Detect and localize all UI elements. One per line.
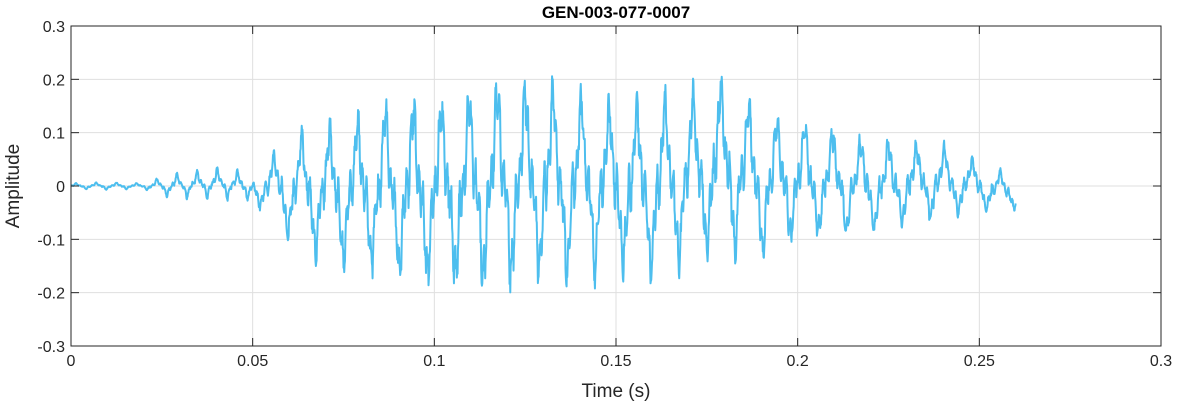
ticks: 0 0.05 0.1 0.15 0.2 0.25 0.3 -0.3 -0.2 -0.1 0 0.1 0.… — [37, 19, 1172, 370]
x-tick-label: 0 — [67, 353, 76, 370]
x-tick-label: 0.25 — [964, 353, 995, 370]
waveform-series-line — [70, 75, 1017, 294]
y-tick-label: 0 — [56, 179, 65, 196]
y-tick-label: -0.1 — [37, 232, 65, 249]
y-tick-label: 0.1 — [43, 126, 65, 143]
x-axis-label: Time (s) — [582, 381, 651, 402]
series-group — [70, 75, 1017, 294]
chart-title: GEN-003-077-0007 — [542, 3, 690, 22]
y-axis-label: Amplitude — [3, 144, 24, 229]
y-tick-label: -0.3 — [37, 339, 65, 356]
x-tick-label: 0.1 — [423, 353, 445, 370]
x-tick-label: 0.15 — [600, 353, 631, 370]
y-tick-label: -0.2 — [37, 286, 65, 303]
x-tick-label: 0.2 — [787, 353, 809, 370]
y-tick-label: 0.3 — [43, 19, 65, 36]
x-tick-label: 0.05 — [237, 353, 268, 370]
x-tick-label: 0.3 — [1150, 353, 1172, 370]
y-tick-label: 0.2 — [43, 72, 65, 89]
